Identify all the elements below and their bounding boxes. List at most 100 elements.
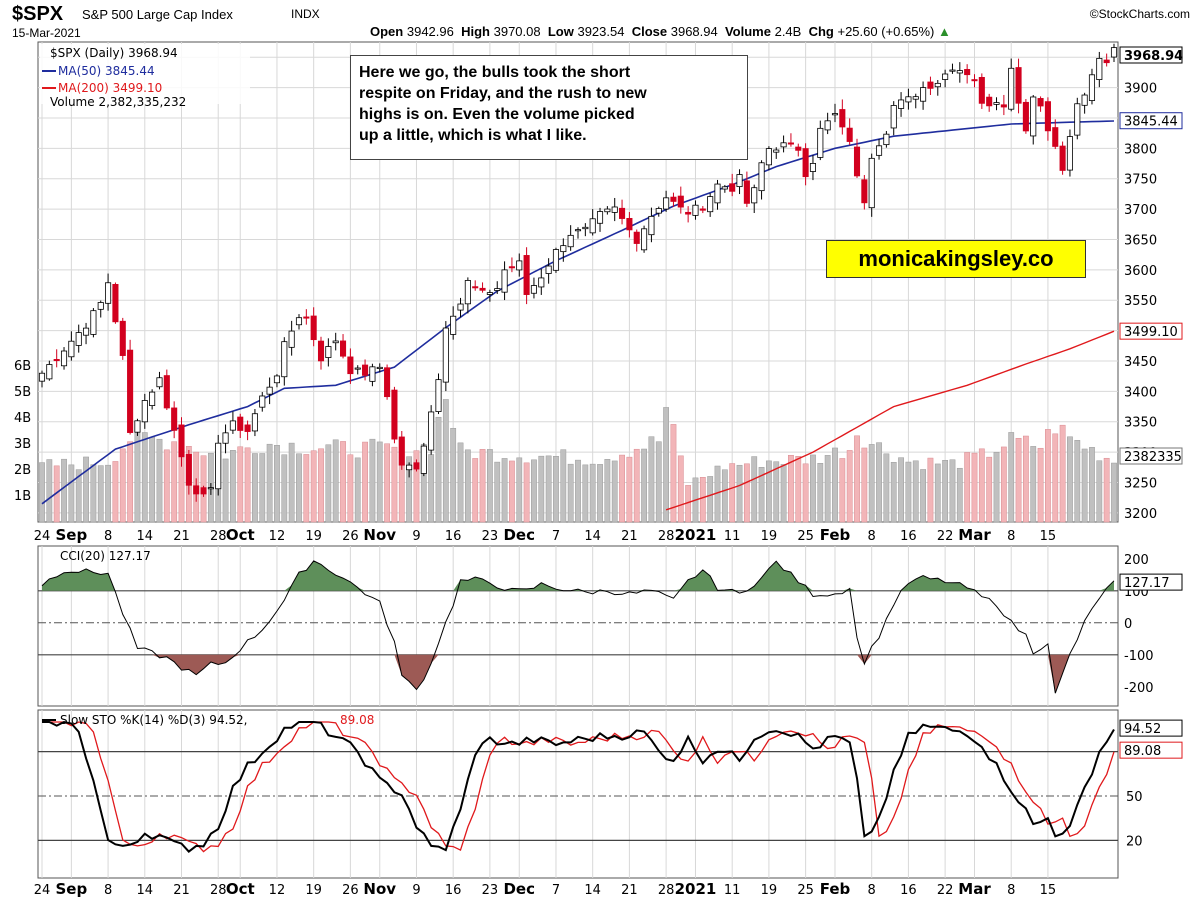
candle-up (38, 372, 46, 382)
annotation-line: respite on Friday, and the rush to new (359, 85, 647, 102)
candle-up (83, 327, 90, 336)
candle-up (809, 163, 817, 172)
brand-box[interactable]: monicakingsley.co (826, 240, 1086, 278)
candle-up (420, 445, 427, 474)
volume-bar (340, 441, 346, 523)
volume-bar (39, 462, 45, 523)
volume-bar (920, 469, 926, 523)
candle-up (259, 395, 266, 408)
volume-bar (252, 453, 258, 523)
stockcharts-watermark[interactable]: ©StockCharts.com (1089, 7, 1190, 21)
candle-down (1000, 104, 1007, 108)
volume-bar (266, 443, 273, 523)
x-axis-label: Oct (226, 526, 255, 544)
volume-bar (501, 458, 508, 523)
ma200-price-tag: 3499.10 (1124, 325, 1178, 340)
volume-bar (589, 463, 596, 523)
candle-down (339, 340, 347, 357)
price-axis-label: 3700 (1124, 203, 1157, 218)
header-exchange: INDX (291, 7, 320, 21)
sto-d-tag: 89.08 (1124, 744, 1161, 759)
candle-up (993, 102, 1000, 105)
sto-k-line (42, 720, 1115, 853)
volume-bar (986, 456, 993, 523)
price-axis-label: 3550 (1124, 294, 1157, 309)
candle-up (1081, 94, 1088, 106)
volume-bar (553, 456, 559, 523)
candle-up (428, 411, 435, 451)
volume-bar (1045, 429, 1051, 523)
candle-up (450, 315, 457, 335)
candle-up (589, 218, 596, 234)
volume-bar (244, 447, 251, 523)
volume-bar (281, 454, 288, 523)
candle-up (156, 377, 163, 388)
x-axis-label: 7 (552, 529, 560, 544)
legend-volume: Volume 2,382,335,232 (50, 95, 186, 109)
candle-up (501, 269, 508, 293)
volume-bar (486, 449, 493, 523)
legend-ma200: MA(200) 3499.10 (58, 81, 162, 95)
volume-bar (523, 462, 530, 523)
volume-bar (890, 462, 897, 523)
candle-up (464, 280, 471, 305)
candle-up (251, 413, 258, 432)
candle-up (883, 133, 890, 146)
volume-bar (1111, 462, 1117, 523)
volume-bar (978, 448, 985, 523)
volume-bar (332, 439, 339, 523)
price-axis-label: 3800 (1124, 142, 1157, 157)
candle-down (1015, 67, 1022, 104)
candle-down (347, 356, 354, 375)
volume-bar (354, 457, 361, 523)
candle-up (332, 340, 339, 344)
x-axis-label: Nov (363, 526, 396, 544)
candle-up (1096, 57, 1103, 80)
volume-bar (604, 459, 611, 523)
x-axis-label: 14 (137, 883, 154, 898)
candle-down (861, 179, 868, 204)
candle-down (310, 315, 317, 341)
volume-tag: 2382335 (1124, 450, 1182, 465)
candle-up (817, 127, 824, 158)
volume-tag-box (1119, 447, 1183, 465)
x-axis-label: 8 (1007, 883, 1015, 898)
candle-down (853, 146, 861, 177)
volume-bar (1052, 433, 1059, 523)
candle-up (596, 211, 604, 224)
candle-down (685, 211, 692, 215)
x-axis-label: 22 (937, 883, 954, 898)
candle-up (266, 386, 273, 395)
volume-bar (766, 460, 772, 523)
x-axis-label: 23 (482, 529, 499, 544)
volume-bar (611, 460, 618, 523)
candle-up (97, 302, 104, 310)
volume-bar (560, 449, 567, 523)
cci-panel-frame (37, 545, 1119, 707)
volume-bar (274, 445, 280, 523)
x-axis-label: 11 (724, 883, 741, 898)
volume-bar (1089, 447, 1095, 523)
price-axis-label: 3400 (1124, 385, 1157, 400)
price-axis-label: 3600 (1124, 264, 1157, 279)
volume-bar (318, 448, 324, 523)
volume-bar (912, 460, 919, 523)
candle-down (1037, 98, 1044, 107)
volume-bar (876, 442, 882, 523)
volume-bar (964, 452, 971, 523)
volume-bar (1081, 448, 1088, 523)
candle-up (530, 285, 537, 294)
x-axis-label: 9 (412, 529, 420, 544)
x-axis-label: 21 (621, 883, 638, 898)
candle-up (134, 420, 141, 433)
volume-bar (46, 459, 53, 523)
legend-price: $SPX (Daily) 3968.94 (50, 46, 178, 60)
header-date: 15-Mar-2021 (12, 26, 81, 40)
volume-axis-label: 3B (14, 437, 31, 452)
ohlc-bar: Open 3942.96 High 3970.08 Low 3923.54 Cl… (370, 24, 951, 39)
x-axis-label: 21 (173, 529, 190, 544)
candle-up (75, 332, 82, 346)
volume-bar (127, 441, 134, 523)
volume-bar (413, 450, 420, 523)
volume-bar (163, 449, 170, 523)
